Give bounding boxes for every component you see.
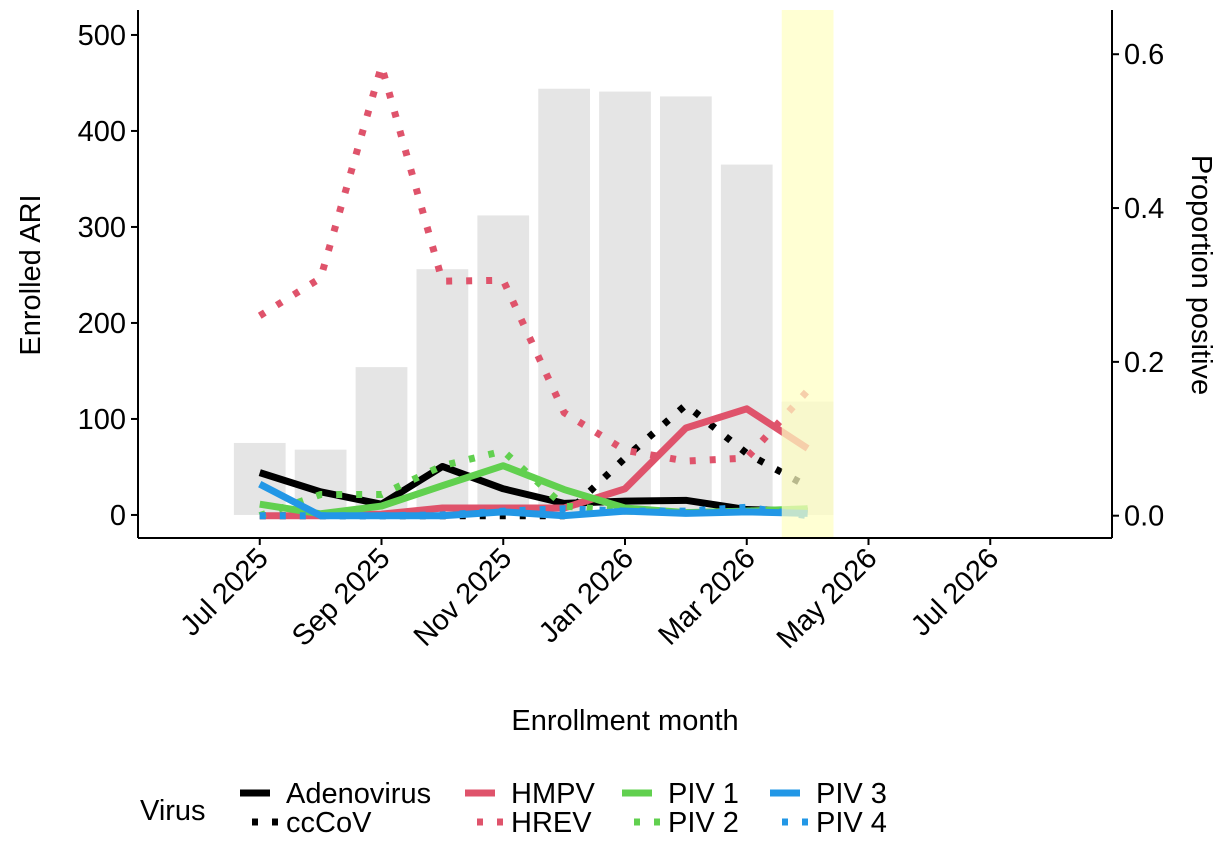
y2-tick-label: 0.4: [1124, 193, 1164, 225]
bar: [660, 96, 712, 515]
x-tick-label: Jan 2026: [533, 542, 640, 649]
line-series: [258, 462, 808, 515]
y2-tick-label: 0.6: [1124, 39, 1164, 71]
y-tick-label: 0: [110, 500, 126, 532]
line-series: [257, 62, 811, 465]
y2-axis-title: Proportion positive: [1185, 155, 1217, 395]
y-tick-label: 200: [78, 308, 126, 340]
bar: [599, 91, 651, 515]
x-tick-label: Jul 2026: [905, 542, 1005, 642]
legend-label: HREV: [511, 807, 592, 839]
y-tick-label: 400: [78, 116, 126, 148]
x-tick-label: Sep 2025: [286, 542, 396, 652]
y-tick-label: 300: [78, 212, 126, 244]
x-tick-label: Jul 2025: [175, 542, 275, 642]
legend-label: PIV 1: [668, 778, 739, 810]
line-series: [258, 481, 808, 520]
bar: [720, 164, 773, 515]
y2-tick-label: 0.0: [1124, 501, 1164, 533]
legend-label: Adenovirus: [286, 778, 431, 810]
y-tick-label: 100: [78, 404, 126, 436]
legend-label: ccCoV: [286, 807, 372, 839]
legend-label: HMPV: [511, 778, 595, 810]
highlight-band: [781, 10, 834, 538]
legend-title: Virus: [140, 795, 206, 827]
legend-label: PIV 2: [668, 807, 739, 839]
x-tick-label: Mar 2026: [652, 542, 761, 651]
bar: [538, 88, 590, 515]
x-axis-title: Enrollment month: [511, 705, 738, 737]
x-tick-label: Nov 2025: [408, 542, 518, 652]
legend-label: PIV 4: [816, 807, 887, 839]
y-axis-title: Enrolled ARI: [15, 194, 47, 355]
y2-tick-label: 0.2: [1124, 347, 1164, 379]
y-tick-label: 500: [78, 20, 126, 52]
x-tick-label: May 2026: [771, 542, 884, 655]
legend-label: PIV 3: [816, 778, 887, 810]
